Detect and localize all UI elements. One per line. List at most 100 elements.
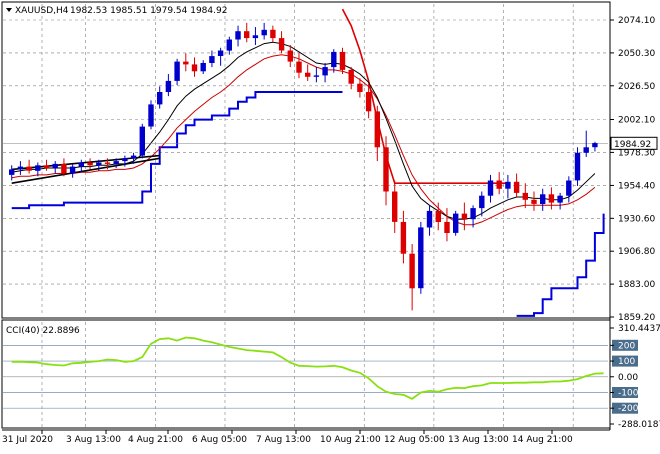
ohlc-readout: 1982.53 1985.51 1979.54 1984.92: [70, 6, 227, 16]
candle-body: [540, 194, 546, 204]
candle-body: [130, 155, 137, 159]
cci-tick-label: -288.0187: [618, 420, 660, 430]
candle-body: [17, 166, 24, 170]
candle-body: [296, 61, 302, 73]
candle-body: [278, 38, 285, 51]
time-axis-ticks: 31 Jul 2020 3 Aug 13:00 4 Aug 21:00 6 Aug 0…: [2, 430, 573, 445]
candle-body: [87, 162, 93, 166]
candle-body: [400, 221, 407, 254]
candle-body: [9, 169, 15, 175]
cci-tick-label: -100: [618, 389, 639, 399]
symbol-dropdown-icon[interactable]: [6, 8, 12, 12]
candle-body: [270, 29, 276, 39]
candle-body: [139, 126, 145, 156]
candle-body: [122, 158, 128, 162]
price-tick-label: 1930.60: [618, 214, 655, 224]
candle-body: [357, 83, 363, 92]
time-tick-label: 4 Aug 21:00: [128, 435, 183, 445]
candles: [9, 22, 598, 311]
candle-body: [148, 104, 154, 127]
current-price-label: 1984.92: [614, 140, 651, 150]
candle-body: [26, 166, 32, 171]
candle-body: [313, 75, 320, 77]
candle-body: [35, 165, 41, 171]
price-tick-label: 1906.80: [618, 247, 655, 257]
time-tick-label: 10 Aug 21:00: [320, 435, 381, 445]
cci-level-tag: [612, 387, 638, 398]
candle-body: [348, 69, 354, 84]
candle-body: [426, 210, 433, 228]
price-tick-label: 1954.40: [618, 181, 655, 191]
current-price-tag: 1984.92: [610, 136, 658, 150]
candle-body: [331, 51, 337, 68]
candle-body: [287, 50, 293, 62]
candle-body: [174, 61, 180, 81]
candle-body: [52, 163, 58, 168]
cci-level-tag: [612, 402, 638, 414]
time-tick-label: 6 Aug 05:00: [192, 435, 247, 445]
candle-body: [487, 180, 494, 196]
time-tick-label: 14 Aug 21:00: [512, 435, 573, 445]
candle-body: [217, 50, 224, 56]
candle-body: [165, 80, 172, 92]
time-tick-label: 13 Aug 13:00: [448, 435, 509, 445]
candle-body: [592, 143, 598, 148]
upper-stop-line: [341, 8, 508, 184]
cci-line: [11, 336, 604, 400]
candle-body: [61, 163, 67, 174]
candle-body: [43, 165, 50, 169]
candle-body: [69, 166, 76, 174]
candle-body: [479, 195, 485, 209]
candle-body: [453, 213, 459, 233]
time-tick-label: 12 Aug 05:00: [384, 435, 445, 445]
candle-body: [470, 208, 476, 220]
lower-stop-line: [11, 91, 605, 317]
candle-body: [157, 92, 163, 105]
cci-level-tag: [612, 339, 638, 351]
cci-panel-frame: [1, 319, 611, 429]
candle-body: [557, 195, 563, 203]
candle-body: [339, 51, 346, 70]
candle-body: [244, 31, 250, 39]
candle-body: [548, 194, 555, 203]
cci-tick-label: -200: [618, 404, 639, 414]
price-tick-label: 1859.20: [618, 313, 655, 323]
candle-body: [183, 61, 189, 65]
candle-body: [435, 210, 441, 222]
candle-body: [200, 63, 206, 72]
price-axis-ticks: 2074.10 2050.30 2026.50 2002.10 1978.30 1954.…: [610, 16, 655, 323]
candle-body: [78, 162, 84, 167]
candle-body: [374, 111, 380, 148]
price-panel-frame: [1, 1, 611, 319]
candle-body: [235, 31, 241, 40]
price-tick-label: 2026.50: [618, 82, 655, 92]
price-tick-label: 2074.10: [618, 16, 655, 26]
candle-body: [322, 67, 328, 76]
candle-body: [209, 56, 215, 63]
candle-body: [461, 213, 468, 220]
trend-line: [11, 157, 160, 185]
price-tick-label: 1978.30: [618, 148, 655, 158]
candle-body: [513, 181, 520, 193]
fast-ma-line: [11, 41, 596, 220]
cci-tick-label: 0.00: [618, 373, 638, 383]
candle-body: [505, 181, 511, 189]
cci-series: [11, 336, 604, 400]
symbol-label[interactable]: XAUUSD,H4: [15, 6, 69, 16]
candle-body: [522, 192, 528, 200]
candle-body: [226, 39, 232, 51]
cci-axis-ticks: 310.4437 200 100 0.00 -100 -200 -288.0187: [610, 324, 660, 430]
candle-body: [496, 180, 502, 189]
candle-body: [252, 35, 259, 39]
candle-body: [365, 92, 372, 112]
price-tick-label: 2050.30: [618, 49, 655, 59]
cci-levels: [3, 344, 608, 409]
cci-tick-label: 100: [618, 357, 635, 367]
time-tick-label: 3 Aug 13:00: [66, 435, 121, 445]
candle-body: [566, 180, 572, 196]
candle-body: [383, 147, 389, 192]
cci-label: CCI(40) 22.8896: [6, 326, 80, 336]
candle-body: [392, 191, 398, 222]
cci-level-tag: [612, 355, 638, 367]
